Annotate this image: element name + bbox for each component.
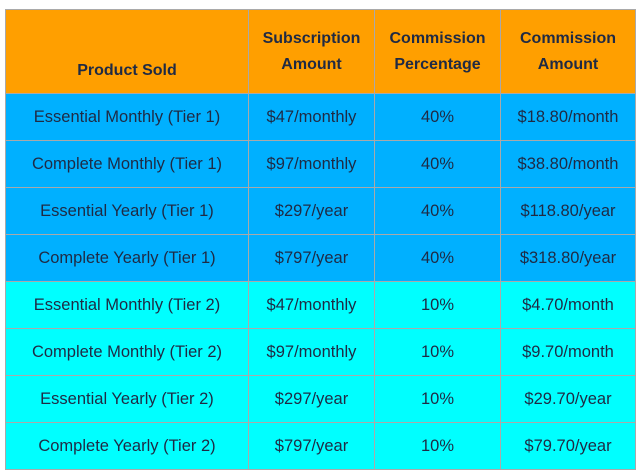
cell-commission: $318.80/year [500, 234, 636, 282]
cell-product: Essential Yearly (Tier 2) [5, 375, 249, 423]
cell-commission: $38.80/month [500, 140, 636, 188]
commission-table: Product Sold Subscription Amount Commiss… [5, 9, 636, 470]
header-amount-line1: Commission [519, 29, 616, 47]
cell-product: Complete Yearly (Tier 1) [5, 234, 249, 282]
cell-percentage: 40% [374, 234, 501, 282]
cell-product: Essential Monthly (Tier 1) [5, 93, 249, 141]
table-row: Complete Yearly (Tier 1) $797/year 40% $… [5, 234, 636, 282]
cell-product: Complete Monthly (Tier 1) [5, 140, 249, 188]
cell-subscription: $297/year [248, 187, 375, 235]
cell-commission: $18.80/month [500, 93, 636, 141]
cell-product: Essential Yearly (Tier 1) [5, 187, 249, 235]
header-subscription-line2: Amount [281, 55, 342, 73]
cell-subscription: $97/monthly [248, 328, 375, 376]
cell-product: Complete Yearly (Tier 2) [5, 422, 249, 470]
header-commission-amount: Commission Amount [500, 9, 636, 94]
table-row: Complete Monthly (Tier 2) $97/monthly 10… [5, 328, 636, 376]
header-subscription-amount: Subscription Amount [248, 9, 375, 94]
cell-subscription: $797/year [248, 422, 375, 470]
cell-commission: $4.70/month [500, 281, 636, 329]
header-percentage-line1: Commission [389, 29, 486, 47]
cell-percentage: 10% [374, 375, 501, 423]
header-subscription-line1: Subscription [262, 29, 361, 47]
cell-subscription: $47/monthly [248, 281, 375, 329]
cell-subscription: $297/year [248, 375, 375, 423]
cell-commission: $79.70/year [500, 422, 636, 470]
table-row: Essential Yearly (Tier 2) $297/year 10% … [5, 375, 636, 423]
commission-table-container: Product Sold Subscription Amount Commiss… [5, 9, 636, 470]
header-commission-percentage: Commission Percentage [374, 9, 501, 94]
table-row: Essential Monthly (Tier 1) $47/monthly 4… [5, 93, 636, 141]
cell-product: Complete Monthly (Tier 2) [5, 328, 249, 376]
cell-commission: $9.70/month [500, 328, 636, 376]
header-product-sold: Product Sold [5, 9, 249, 94]
cell-commission: $29.70/year [500, 375, 636, 423]
table-row: Essential Monthly (Tier 2) $47/monthly 1… [5, 281, 636, 329]
table-row: Complete Monthly (Tier 1) $97/monthly 40… [5, 140, 636, 188]
cell-percentage: 10% [374, 281, 501, 329]
cell-percentage: 10% [374, 328, 501, 376]
header-amount-line2: Amount [537, 55, 599, 73]
table-row: Essential Yearly (Tier 1) $297/year 40% … [5, 187, 636, 235]
cell-product: Essential Monthly (Tier 2) [5, 281, 249, 329]
cell-subscription: $47/monthly [248, 93, 375, 141]
cell-subscription: $97/monthly [248, 140, 375, 188]
header-product-sold-label: Product Sold [77, 62, 177, 79]
cell-percentage: 40% [374, 140, 501, 188]
cell-subscription: $797/year [248, 234, 375, 282]
cell-commission: $118.80/year [500, 187, 636, 235]
cell-percentage: 40% [374, 93, 501, 141]
header-percentage-line2: Percentage [394, 55, 481, 73]
table-row: Complete Yearly (Tier 2) $797/year 10% $… [5, 422, 636, 470]
cell-percentage: 40% [374, 187, 501, 235]
cell-percentage: 10% [374, 422, 501, 470]
table-header-row: Product Sold Subscription Amount Commiss… [5, 9, 636, 94]
